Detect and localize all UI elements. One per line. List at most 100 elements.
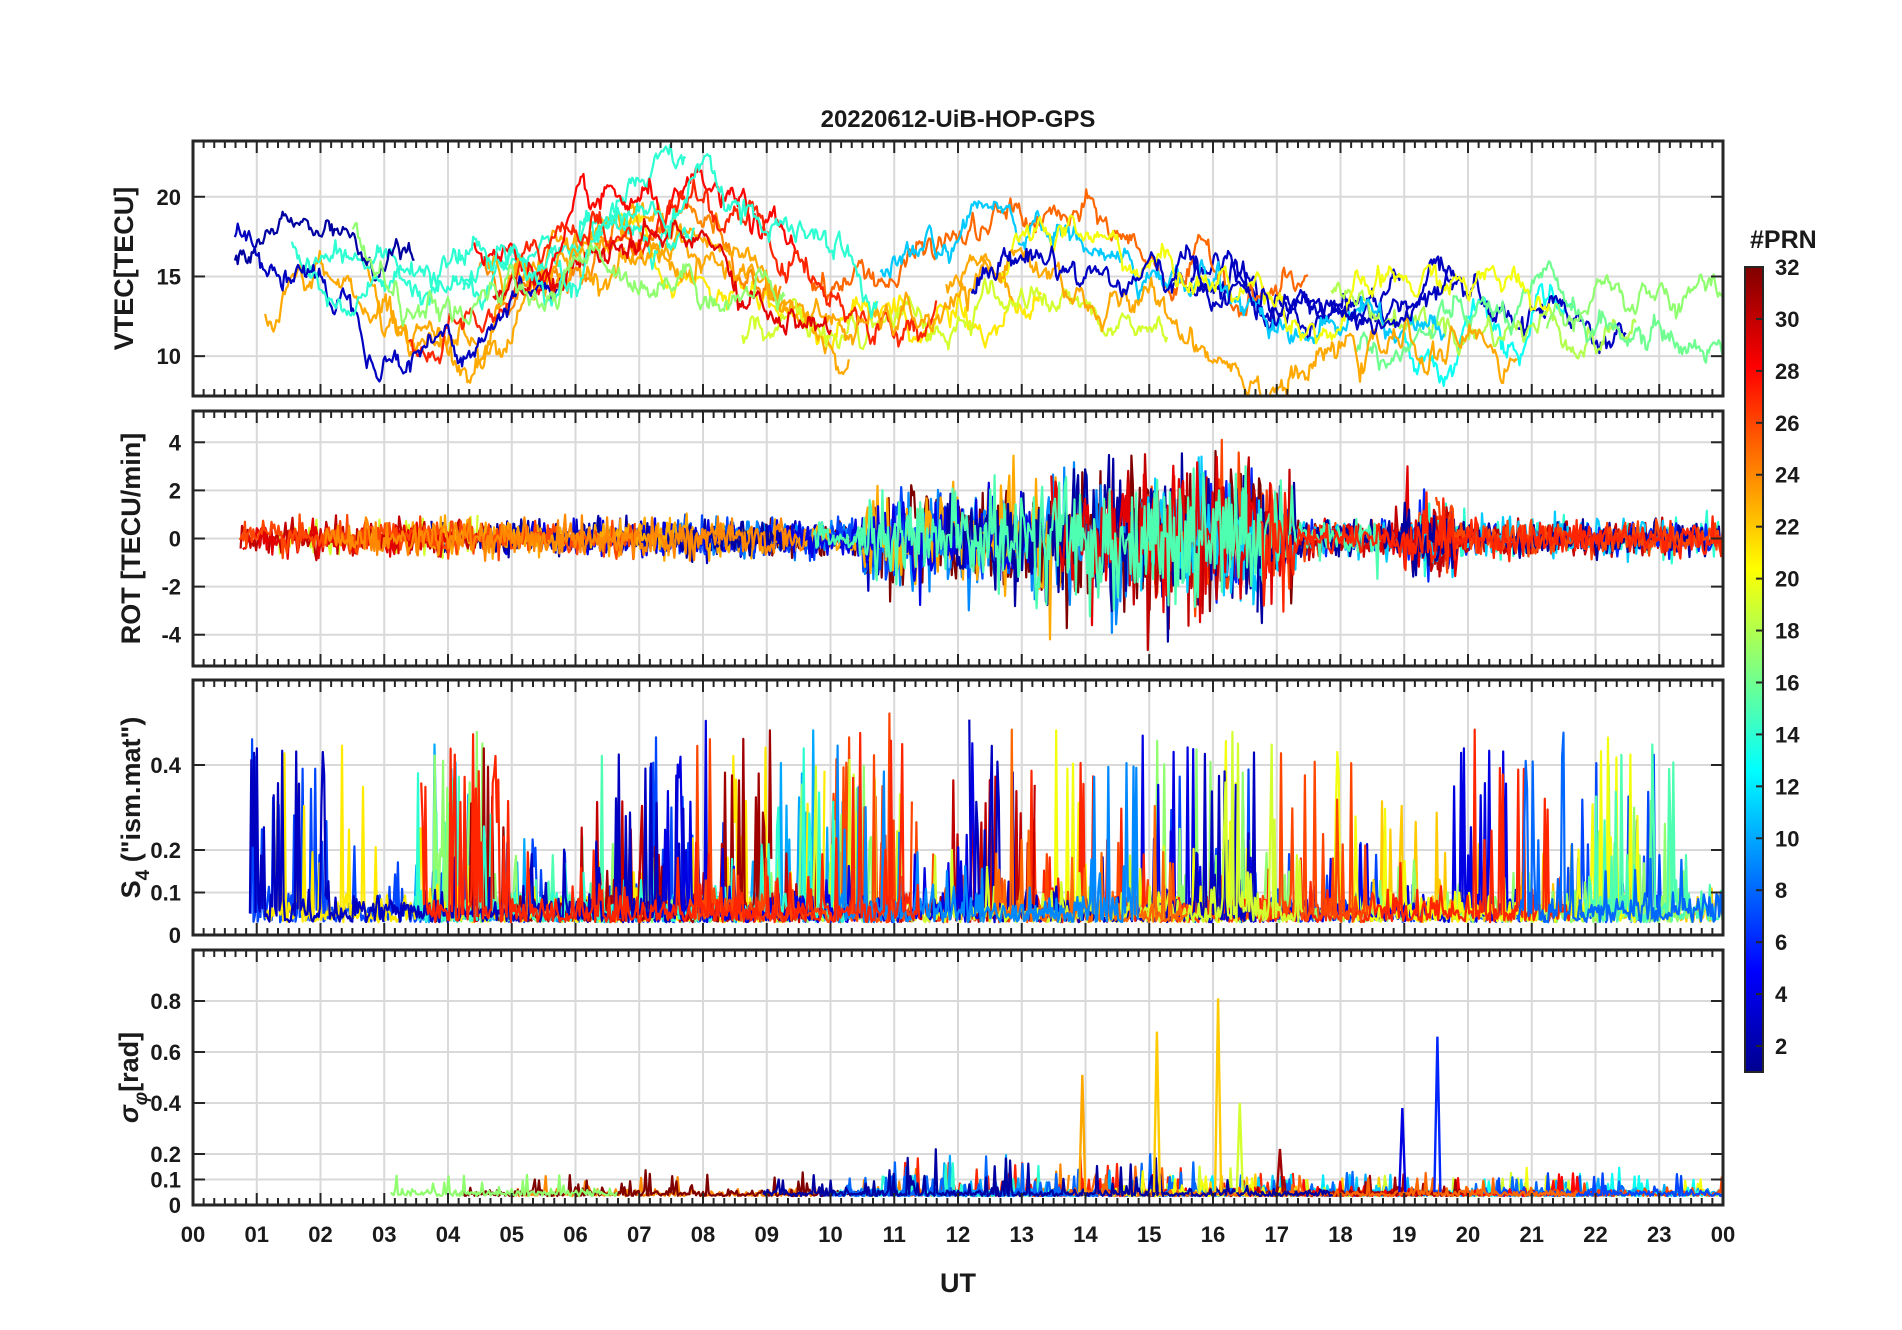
xtick-label: 23 [1647,1222,1671,1247]
trace-prn [492,217,832,336]
xtick-label: 20 [1456,1222,1480,1247]
sigma-spike [1235,1102,1244,1193]
trace-prn [473,166,797,296]
colorbar-tick-label: 14 [1775,722,1800,747]
colorbar-tick-label: 16 [1775,670,1799,695]
xtick-label: 05 [500,1222,524,1247]
colorbar-tick-label: 22 [1775,515,1799,540]
y-axis-label: σφ[rad] [114,1032,152,1123]
colorbar-tick-label: 30 [1775,307,1799,332]
ytick-label: 15 [157,264,181,289]
sigma-spike [1275,1148,1285,1193]
ytick-label: -4 [161,623,181,648]
traces-vtec [233,143,1723,396]
xtick-label: 06 [563,1222,587,1247]
trace-prn [233,210,415,282]
y-axis-label: S4 ("ism.mat") [116,717,154,899]
trace-prn [970,244,1456,335]
ytick-label: 0.2 [150,1142,181,1167]
panel-rot: -4 -2 0 2 4 ROT [TECU/min] [116,409,1725,668]
xtick-label: 15 [1137,1222,1161,1247]
xtick-label: 11 [883,1222,906,1247]
trace-prn [1260,491,1723,613]
panel-s4: 0 0.1 0.2 0.4S4 ("ism.mat") [116,678,1725,948]
trace-prn [945,247,1518,396]
xtick-label: 18 [1328,1222,1352,1247]
trace-prn [420,731,921,924]
colorbar-tick-label: 28 [1775,359,1799,384]
xtick-label: 19 [1392,1222,1416,1247]
trace-prn [306,153,879,319]
colorbar-title: #PRN [1750,226,1817,254]
trace-prn [993,728,1189,924]
colorbar-tick-label: 18 [1775,619,1799,644]
traces-rot [238,438,1723,652]
xtick-label: 03 [372,1222,396,1247]
ytick-label: 4 [169,430,182,455]
xtick-label: 21 [1520,1222,1544,1247]
trace-prn [1330,281,1637,360]
trace-prn [762,1148,1334,1198]
grid-sigma_phi [193,950,1723,1206]
sigma-spike [1213,998,1223,1193]
colorbar-tick-label: 8 [1775,878,1787,903]
y-axis-label: ROT [TECU/min] [116,433,146,644]
ytick-label: 0.6 [150,1040,181,1065]
ytick-label: 10 [157,344,181,369]
grid-vtec [193,141,1723,396]
ticks-sigma_phi [192,950,1724,1206]
trace-prn [351,221,786,328]
y-axis-label: VTEC[TECU] [109,187,139,351]
trace-prn [390,1173,618,1198]
trace-prn [1354,260,1723,371]
colorbar-tick-label: 6 [1775,930,1787,955]
ticks-rot [192,411,1724,666]
sigma-spike [1433,1036,1442,1193]
colorbar-tick-label: 26 [1775,411,1799,436]
sigma-spike [1398,1108,1407,1193]
ytick-label: 2 [169,478,181,503]
colorbar-tick-label: 20 [1775,567,1799,592]
ytick-label: 0.1 [150,1168,181,1193]
xtick-label: 00 [181,1222,205,1247]
xtick-label: 01 [245,1222,269,1247]
ytick-label: 0 [169,527,181,552]
ticks-vtec [192,141,1724,396]
colorbar-tick-label: 4 [1775,982,1788,1007]
xtick-label: 14 [1073,1222,1098,1247]
colorbar-bar [1744,266,1764,1073]
traces-s4 [248,712,1723,924]
chart-title: 20220612-UiB-HOP-GPS [821,106,1096,133]
ytick-label: 0.2 [150,838,181,863]
ytick-label: 0.4 [150,1091,181,1116]
colorbar-tick-label: 24 [1775,463,1800,488]
ticks-s4 [192,680,1724,936]
xtick-label: 07 [627,1222,651,1247]
trace-prn [833,744,1139,924]
xtick-label: 12 [946,1222,970,1247]
sigma-spike [1152,1031,1162,1193]
trace-prn [807,188,1309,318]
ytick-label: 0 [169,923,181,948]
xtick-label: 16 [1201,1222,1225,1247]
ytick-label: 0 [169,1193,181,1218]
colorbar-tick-label: 32 [1775,255,1799,280]
xtick-label: 04 [436,1222,461,1247]
trace-prn [485,242,1014,346]
trace-prn [1065,1165,1579,1198]
colorbar-tick-label: 2 [1775,1034,1787,1059]
x-tick-labels: 00 01 02 03 04 05 06 07 08 09 10 11 12 13 14 15 16 17 18 19… [181,1222,1735,1247]
xtick-label: 09 [755,1222,779,1247]
xtick-label: 10 [818,1222,842,1247]
sigma-spike [1078,1074,1087,1193]
ytick-label: 20 [157,185,181,210]
panel-vtec: 10 15 20 VTEC[TECU] [109,139,1725,398]
trace-prn [1545,273,1723,333]
ytick-label: -2 [161,575,181,600]
trace-prn [233,222,558,383]
xtick-label: 02 [308,1222,332,1247]
trace-prn [238,513,636,562]
